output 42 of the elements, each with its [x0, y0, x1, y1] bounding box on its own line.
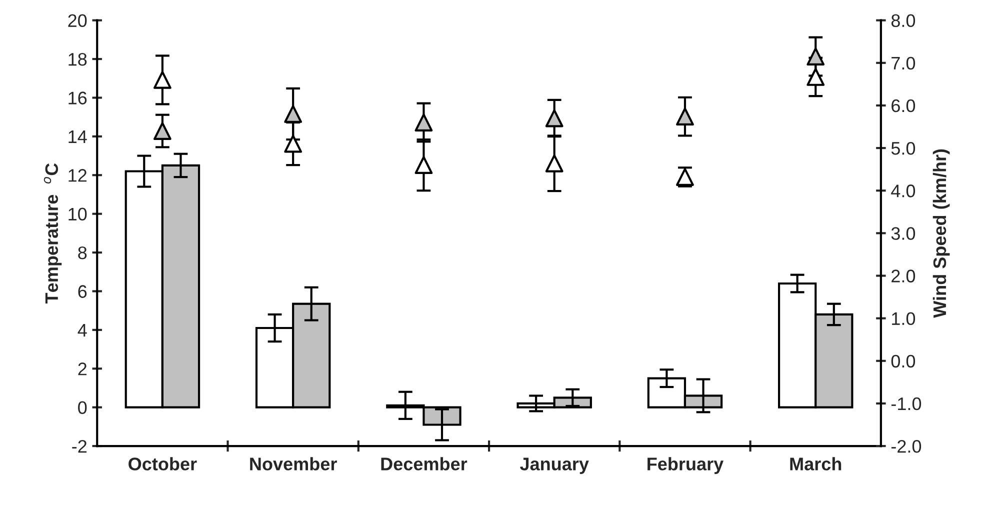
y2-axis-title: Wind Speed (km/hr) — [932, 149, 950, 318]
y2-tick-label: -1.0 — [891, 397, 922, 410]
y-tick-label: 6 — [78, 285, 87, 298]
y-tick-label: 18 — [68, 52, 87, 66]
x-tick-label: November — [250, 457, 337, 470]
y-tick-label: 12 — [68, 169, 86, 182]
y2-tick-label: 2.0 — [892, 270, 916, 282]
point — [806, 48, 825, 66]
y-tick-label: -2 — [72, 440, 86, 453]
point — [153, 122, 172, 140]
point — [153, 70, 172, 89]
x-tick-label: December — [381, 457, 468, 470]
y-tick-label: 4 — [78, 324, 87, 336]
y-axis-title: Temperature $^{o}$C — [44, 163, 62, 304]
point — [414, 156, 433, 174]
y-tick-label: 20 — [68, 14, 87, 28]
point — [806, 68, 825, 86]
x-tick-label: October — [128, 457, 197, 470]
y-tick-label: 10 — [68, 208, 87, 221]
point — [414, 114, 433, 132]
x-tick-label: January — [520, 458, 589, 474]
y-tick-label: 0 — [78, 401, 87, 414]
y2-tick-label: 8.0 — [891, 14, 916, 28]
point — [284, 105, 302, 123]
point — [284, 134, 302, 153]
point — [676, 108, 694, 126]
x-tick-label: February — [648, 457, 724, 474]
y2-tick-label: 7.0 — [892, 56, 916, 70]
x-tick-label: March — [790, 457, 842, 470]
y2-tick-label: -2.0 — [891, 440, 922, 453]
y-tick-label: 8 — [78, 246, 87, 260]
point — [545, 109, 564, 128]
y2-tick-label: 3.0 — [891, 227, 916, 240]
y-tick-label: 16 — [68, 92, 87, 104]
y2-tick-label: 4.0 — [891, 184, 916, 198]
y2-tick-label: 1.0 — [892, 312, 916, 326]
y-tick-label: 14 — [68, 130, 87, 143]
y-tick-label: 2 — [78, 362, 86, 376]
y2-tick-label: 6.0 — [892, 99, 916, 112]
y2-tick-label: 0.0 — [891, 354, 916, 368]
point — [545, 154, 564, 172]
y2-tick-label: 5.0 — [891, 142, 916, 155]
